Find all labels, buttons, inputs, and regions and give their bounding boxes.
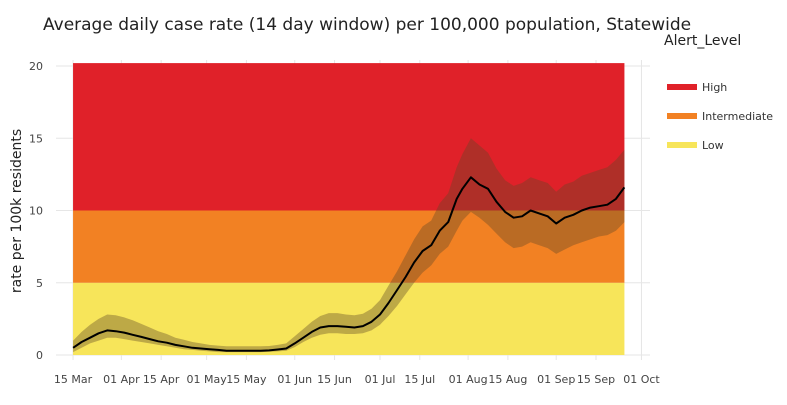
x-tick-label: 15 Sep [577,373,615,386]
x-tick-label: 15 Mar [54,373,93,386]
confidence-band [73,138,625,353]
chart-title: Average daily case rate (14 day window) … [43,15,691,35]
legend-swatch-intermediate [667,113,697,119]
y-tick-label: 0 [36,349,43,362]
x-tick-label: 01 May [187,373,228,386]
confidence-band-area-0 [73,138,625,353]
legend-title: Alert_Level [664,33,741,49]
y-tick-label: 20 [29,60,43,73]
legend-swatch-low [667,142,697,148]
legend-label-intermediate: Intermediate [702,110,773,123]
legend: Alert_Level High Intermediate Low [664,33,773,152]
y-tick-label: 10 [29,205,43,218]
band-intermediate [73,210,625,283]
y-axis: 0 5 10 15 20 [29,60,43,362]
x-tick-label: 01 Jun [277,373,312,386]
series-lines [72,176,626,352]
y-tick-label: 15 [29,132,43,145]
x-tick-label: 01 Aug [449,373,488,386]
y-axis-title: rate per 100k residents [9,129,25,293]
x-tick-label: 15 Jul [404,373,435,386]
x-tick-label: 01 Oct [623,373,660,386]
series-line-0 [72,176,626,352]
x-tick-label: 01 Jul [365,373,396,386]
y-tick-label: 5 [36,277,43,290]
legend-label-low: Low [702,139,724,152]
x-tick-label: 01 Apr [103,373,140,386]
x-tick-label: 15 Jun [317,373,352,386]
x-tick-label: 15 Apr [143,373,180,386]
x-tick-label: 01 Sep [537,373,575,386]
band-high [73,63,625,211]
legend-label-high: High [702,81,727,94]
alert-level-bands [73,63,625,355]
x-axis: 15 Mar 01 Apr 15 Apr 01 May 15 May 01 Jun 15 J… [54,373,660,386]
x-tick-label: 15 May [226,373,267,386]
legend-swatch-high [667,84,697,90]
x-tick-label: 15 Aug [488,373,527,386]
